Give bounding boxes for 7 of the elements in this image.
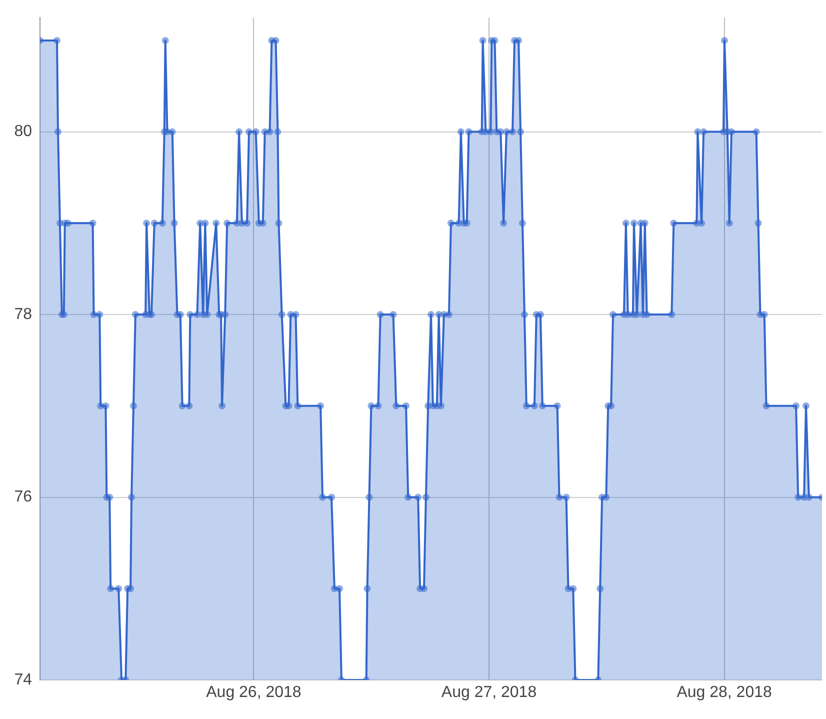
x-tick-label: Aug 27, 2018 [441,684,537,702]
y-tick-label: 78 [14,306,32,323]
x-tick-label: Aug 28, 2018 [676,684,772,702]
y-tick-label: 76 [14,488,32,506]
y-tick-label: 74 [14,671,32,688]
y-tick-label: 80 [14,123,32,140]
x-tick-label: Aug 26, 2018 [206,684,302,702]
